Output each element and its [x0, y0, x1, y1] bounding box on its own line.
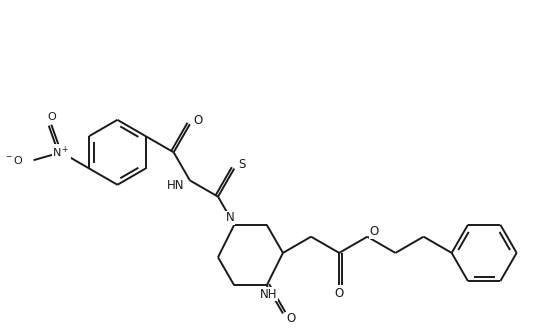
Text: HN: HN [167, 179, 184, 192]
Text: O: O [370, 225, 379, 238]
Text: S: S [239, 158, 246, 171]
Text: NH: NH [260, 288, 278, 301]
Text: $^-$O: $^-$O [4, 154, 24, 166]
Text: O: O [286, 312, 295, 325]
Text: O: O [334, 287, 344, 300]
Text: N$^+$: N$^+$ [53, 145, 70, 160]
Text: N: N [226, 212, 235, 224]
Text: O: O [47, 112, 56, 122]
Text: O: O [193, 114, 203, 127]
